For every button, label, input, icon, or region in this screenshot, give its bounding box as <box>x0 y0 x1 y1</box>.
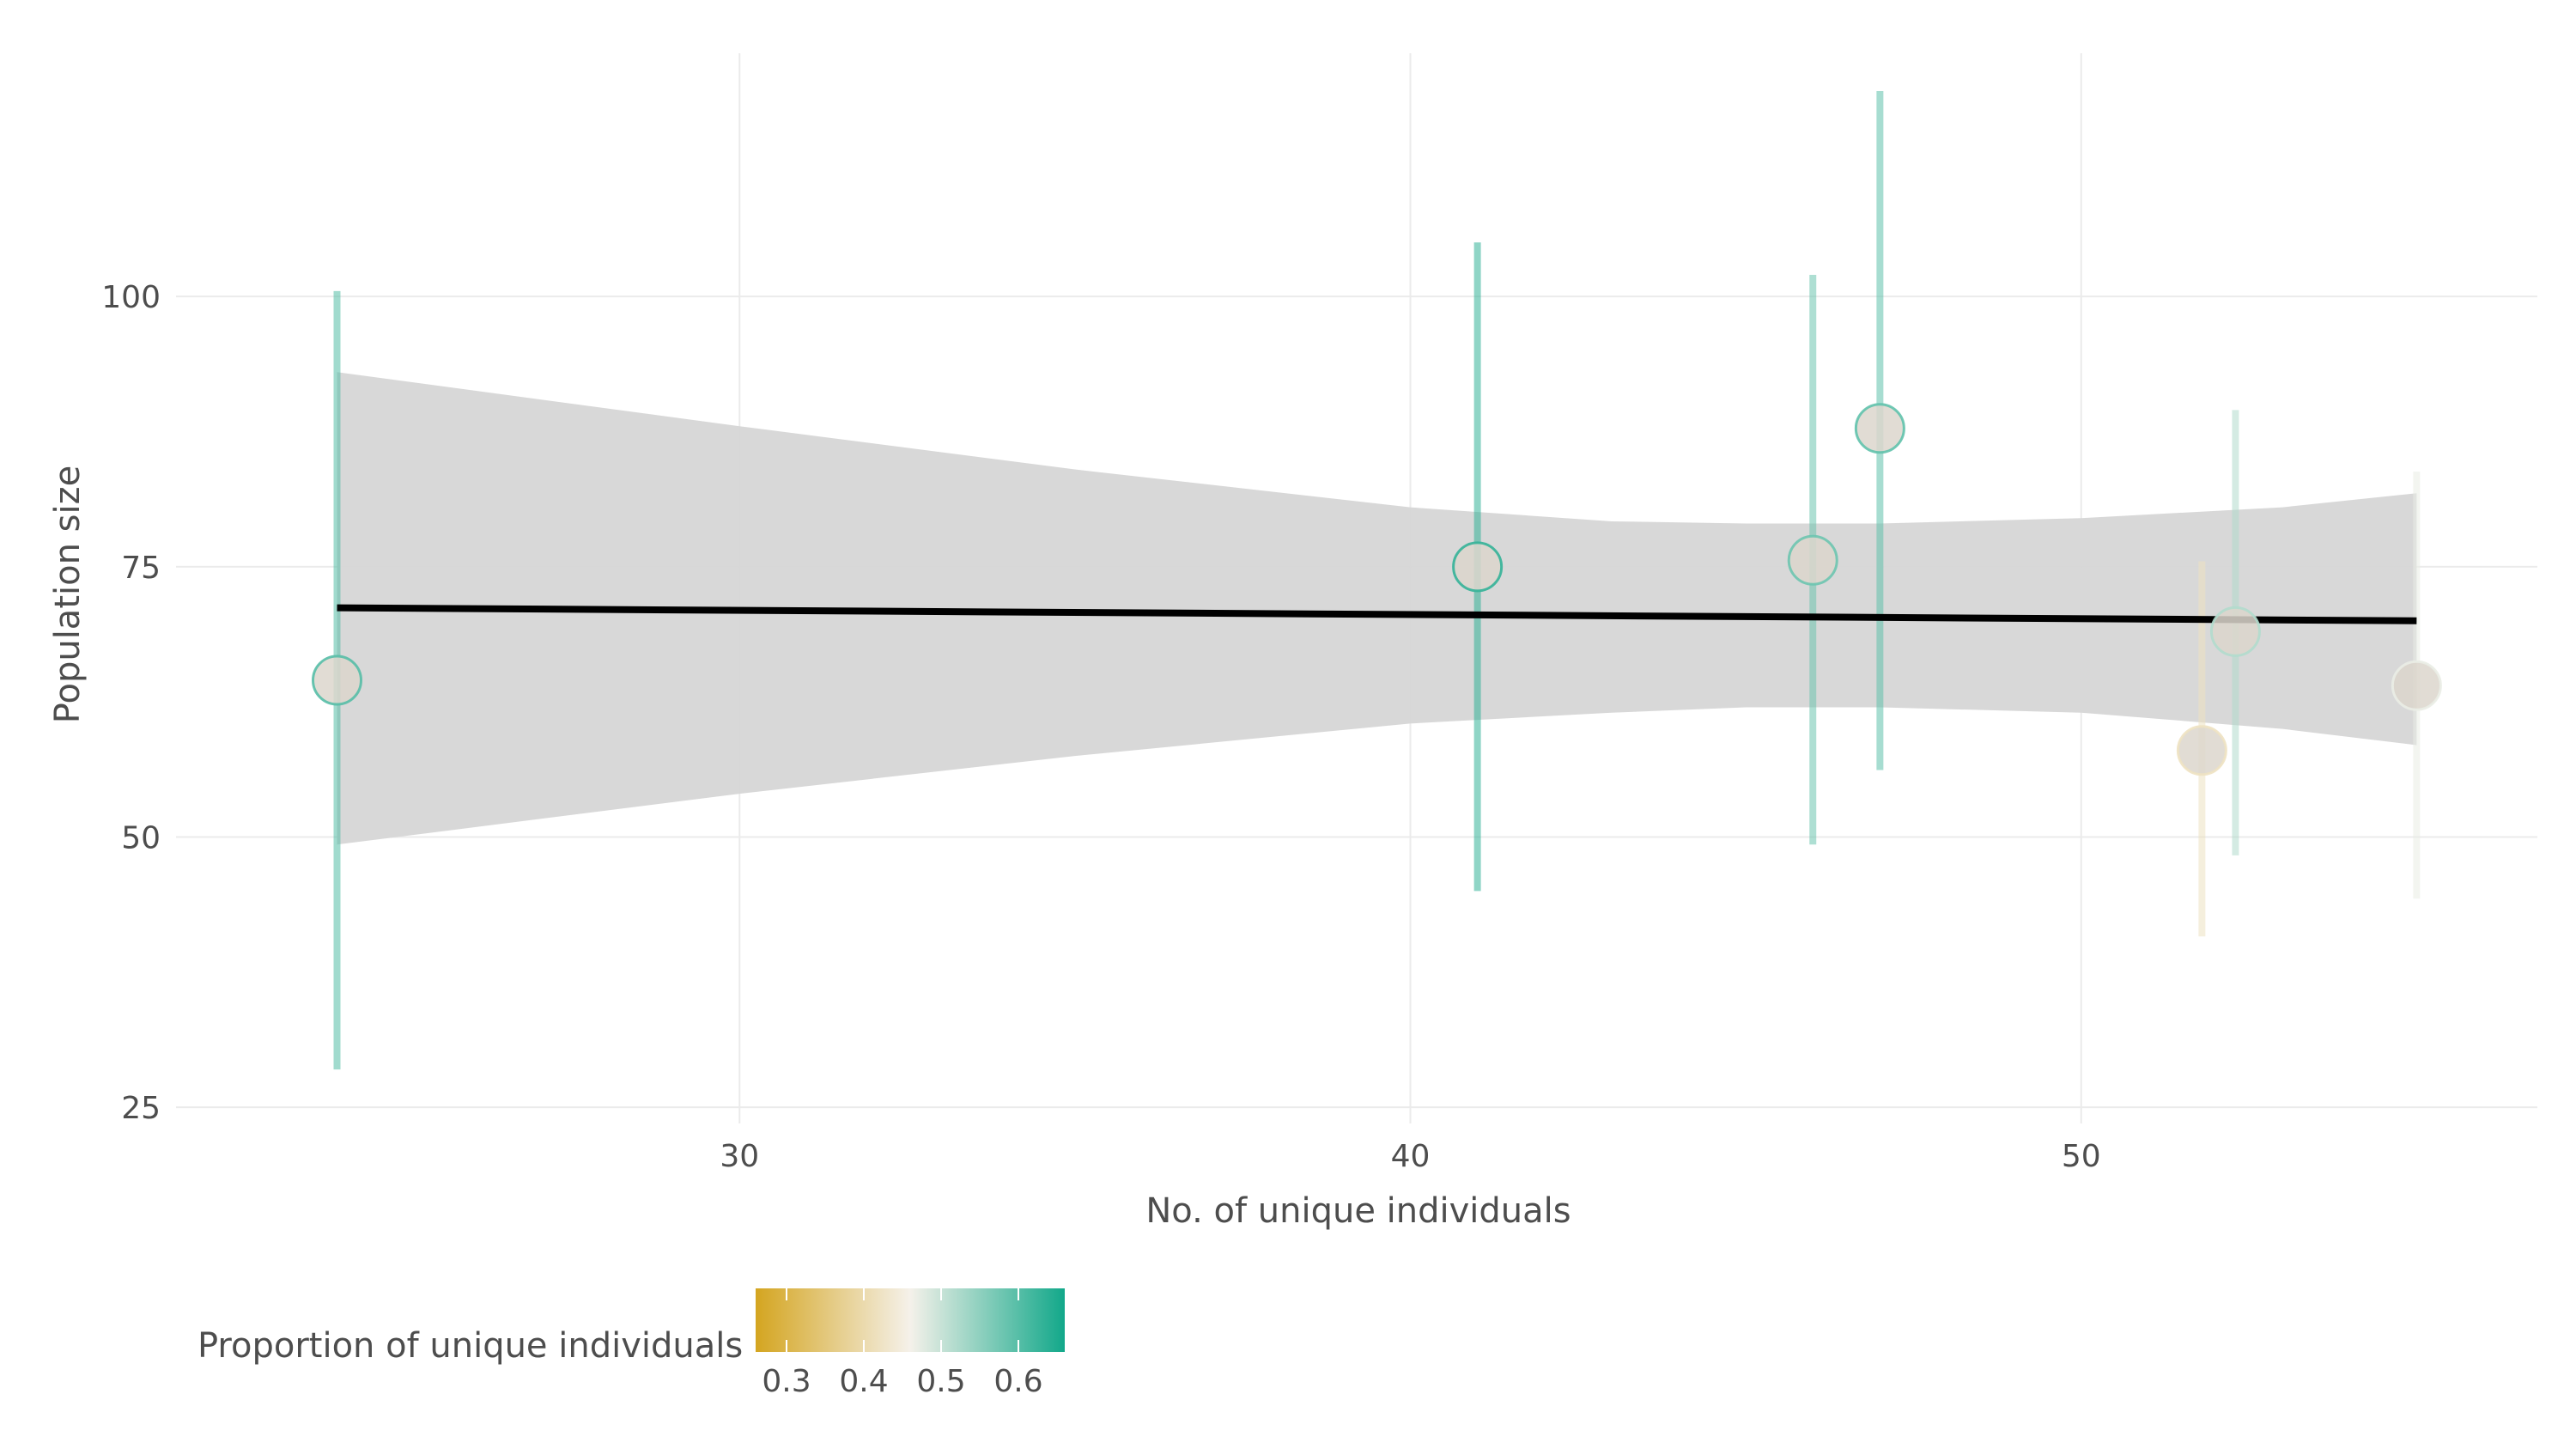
fit-line <box>337 604 2417 624</box>
data-point <box>1854 403 1905 454</box>
y-tick-label: 50 <box>121 820 161 855</box>
y-axis-title: Population size <box>48 466 88 723</box>
x-axis-title: No. of unique individuals <box>1145 1191 1571 1231</box>
confidence-band-layer <box>337 372 2417 845</box>
legend-tick-label: 0.6 <box>993 1364 1042 1399</box>
data-point <box>2391 660 2442 711</box>
points-layer <box>312 403 2442 776</box>
data-point <box>2176 725 2227 776</box>
x-tick-label: 30 <box>720 1139 759 1174</box>
legend-tick-label: 0.5 <box>916 1364 965 1399</box>
legend-ticks: 0.3 0.4 0.5 0.6 <box>762 1288 1043 1399</box>
confidence-band <box>337 372 2417 845</box>
y-tick-label: 75 <box>121 551 161 586</box>
legend-title: Proportion of unique individuals <box>197 1326 743 1366</box>
color-legend: Proportion of unique individuals 0.3 0.4 0… <box>197 1288 1065 1399</box>
data-point <box>1787 534 1838 586</box>
y-tick-label: 100 <box>101 280 161 315</box>
y-tick-label: 25 <box>121 1091 161 1126</box>
x-tick-label: 50 <box>2062 1139 2101 1174</box>
data-point <box>2209 606 2261 657</box>
data-point <box>1452 541 1504 593</box>
axes-labels: 30 40 50 25 50 75 100 <box>101 280 2100 1174</box>
data-point <box>312 654 362 706</box>
fit-line-layer <box>337 604 2417 624</box>
legend-tick-label: 0.4 <box>839 1364 888 1399</box>
legend-tick-label: 0.3 <box>762 1364 811 1399</box>
legend-colorbar <box>756 1288 1065 1352</box>
x-tick-label: 40 <box>1391 1139 1431 1174</box>
